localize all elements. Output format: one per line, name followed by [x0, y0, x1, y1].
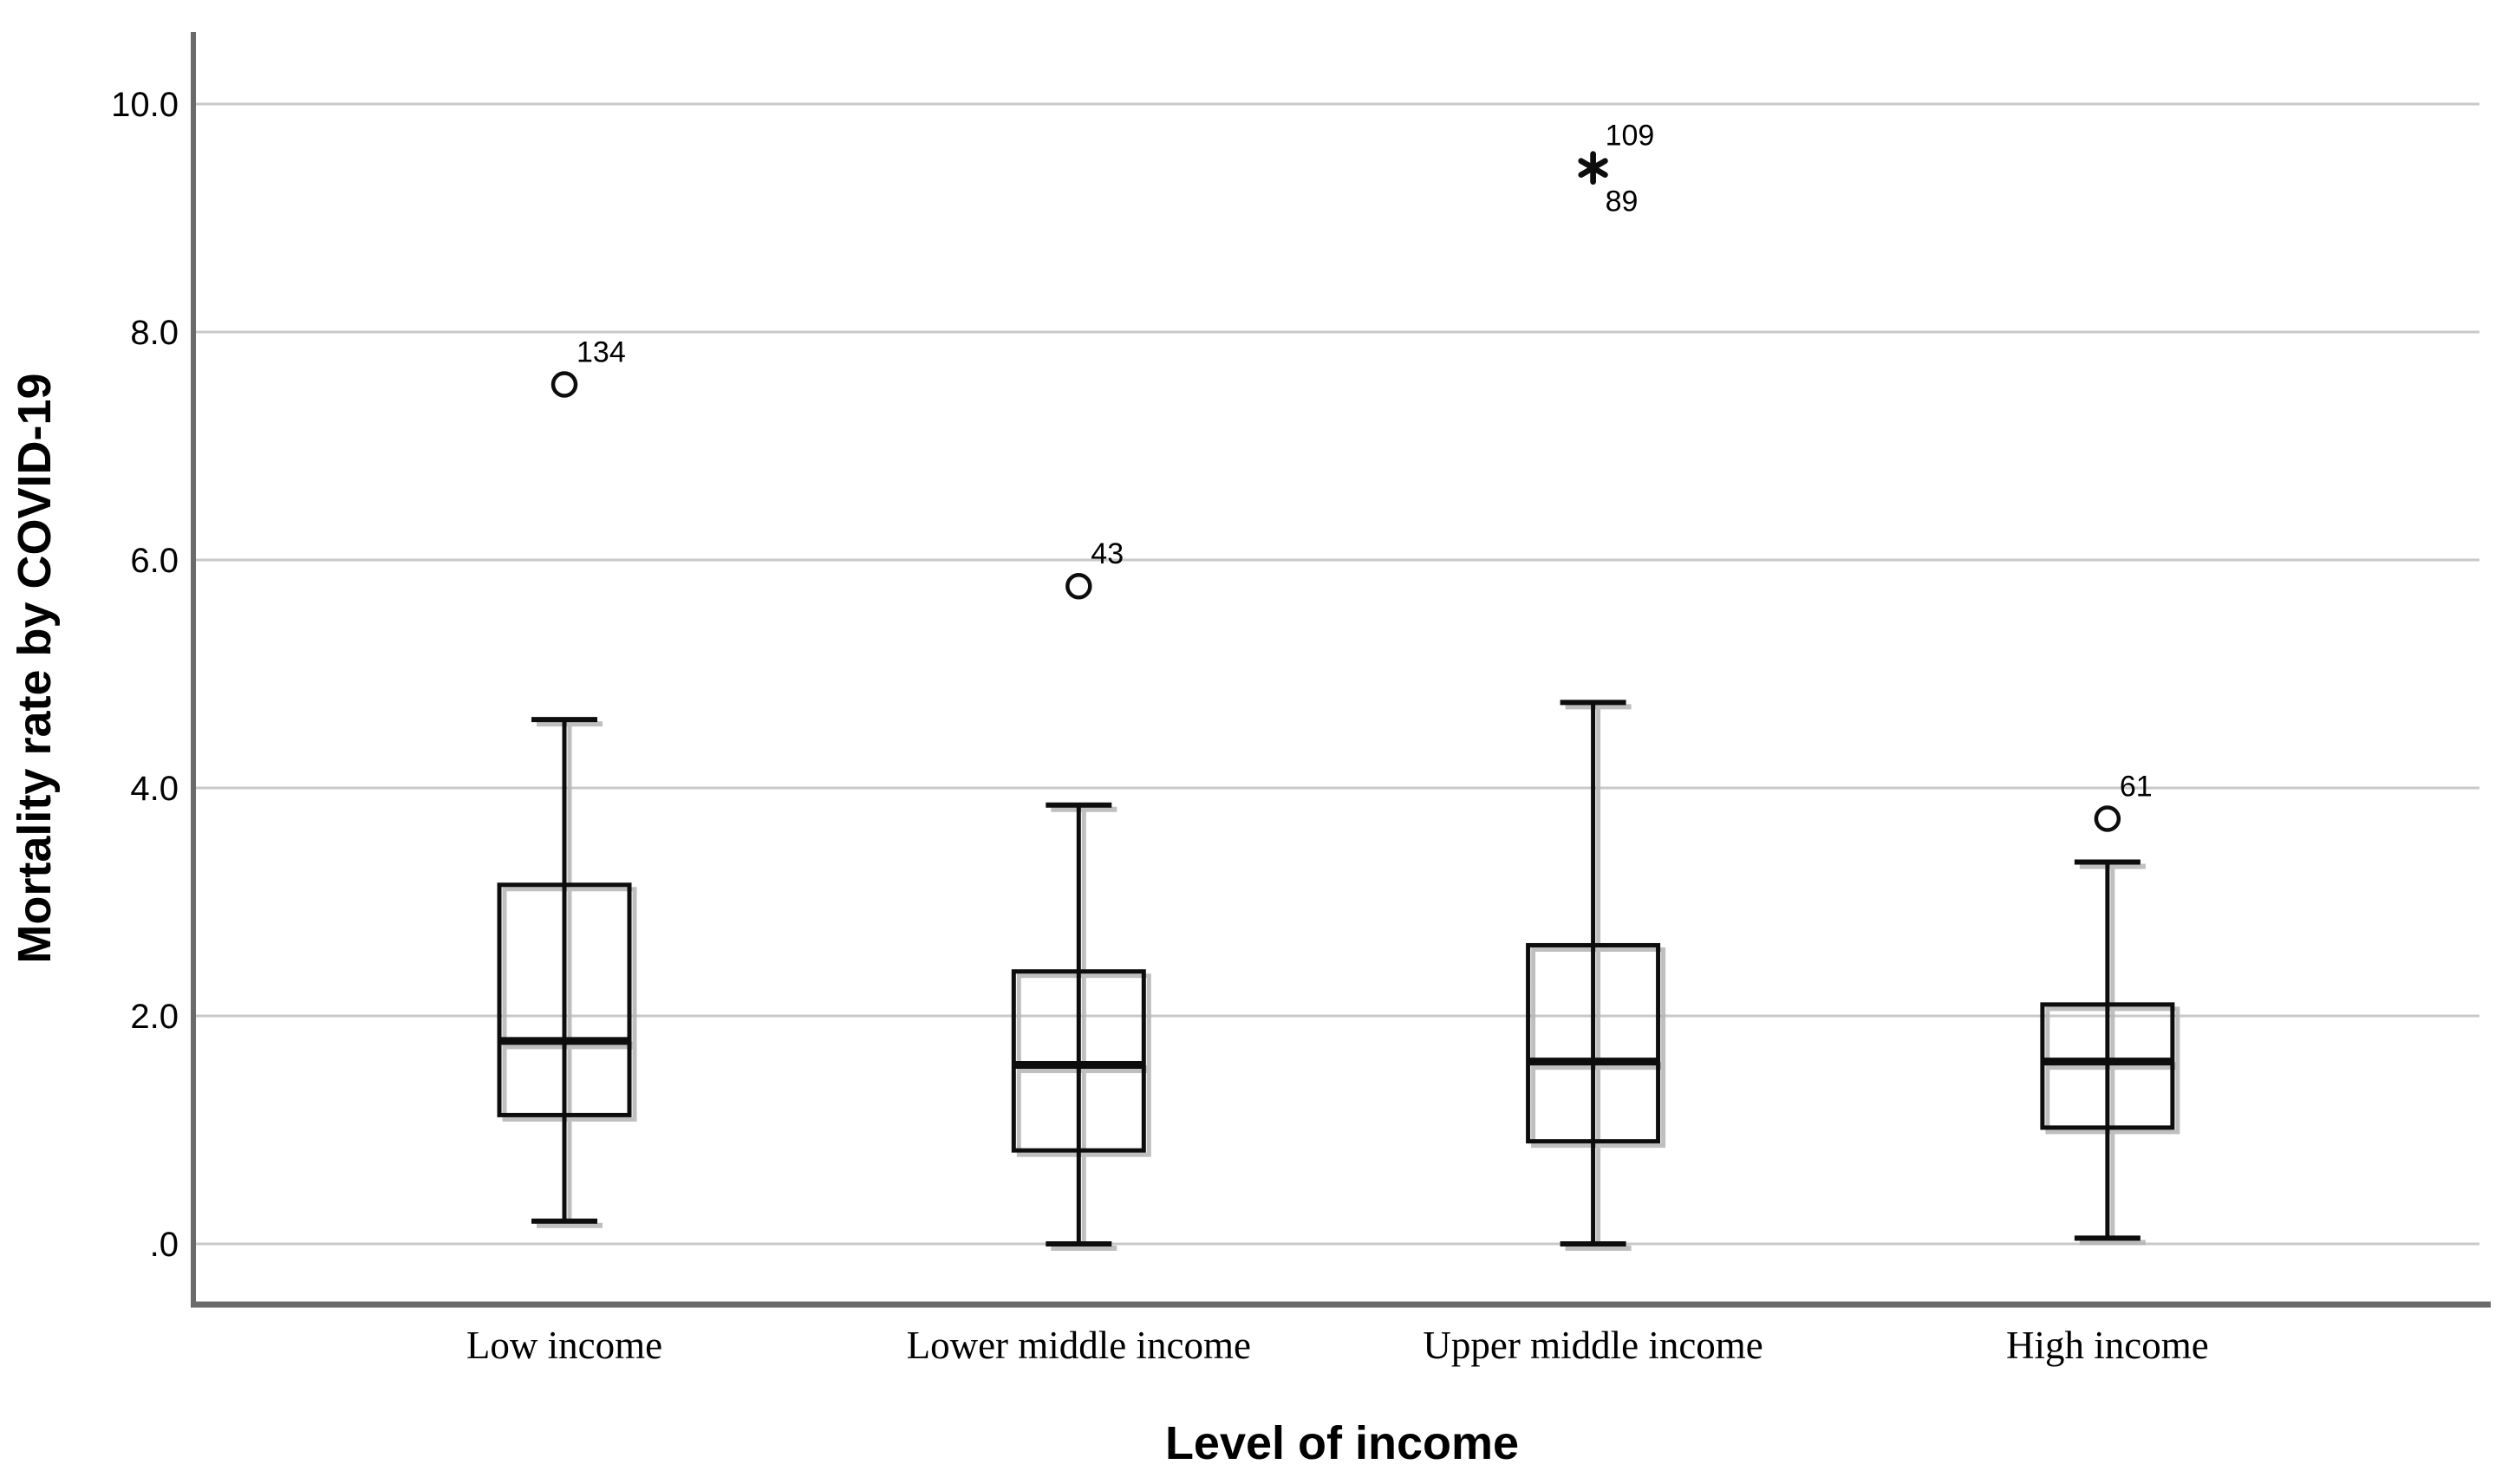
boxplot-low-income: [497, 371, 637, 1228]
box-shadow: [502, 721, 637, 1228]
box-main: [1011, 802, 1146, 1246]
box-main: [1526, 700, 1661, 1246]
y-tick-label-4-0: 4.0: [130, 770, 179, 808]
iqr-box: [2045, 1006, 2180, 1135]
y-tick-label--0: .0: [150, 1226, 179, 1264]
iqr-box: [1011, 969, 1146, 1153]
iqr-box: [1526, 942, 1661, 1144]
iqr-box: [1531, 947, 1666, 1149]
boxplot-upper-middle-income: [1526, 151, 1666, 1251]
outlier-label-43: 43: [1091, 537, 1124, 570]
x-axis-title: Level of income: [1165, 1417, 1519, 1469]
iqr-box: [2040, 1002, 2175, 1130]
outlier-label-109: 109: [1606, 120, 1655, 153]
box-shadow: [2045, 863, 2180, 1246]
iqr-box: [497, 882, 632, 1117]
category-label-upper-middle-income: Upper middle income: [1423, 1324, 1762, 1367]
outlier-circle-43: [1065, 572, 1092, 600]
y-tick-label-6-0: 6.0: [130, 542, 179, 580]
outlier-circle-61: [2094, 805, 2121, 832]
outlier-circle-134: [551, 371, 578, 398]
box-main: [497, 717, 632, 1224]
outlier-asterisk-89: [1578, 151, 1608, 185]
box-main: [2040, 859, 2175, 1241]
y-tick-label-10-0: 10.0: [111, 86, 179, 124]
box-shadow: [1016, 806, 1151, 1251]
category-label-high-income: High income: [2006, 1324, 2209, 1367]
outlier-label-134: 134: [577, 335, 626, 368]
category-label-low-income: Low income: [466, 1324, 662, 1367]
chart-plot-area: .0 2.0 4.0 6.0 8.0 10.0 Low income 134 Lower mid…: [111, 32, 2491, 1367]
y-tick-label-2-0: 2.0: [130, 998, 179, 1036]
box-shadow: [1531, 704, 1666, 1251]
outlier-label-89: 89: [1606, 186, 1639, 218]
y-axis-title: Mortality rate by COVID-19: [9, 373, 61, 963]
y-tick-label-8-0: 8.0: [130, 314, 179, 352]
outlier-label-61: 61: [2120, 771, 2153, 804]
boxplot-lower-middle-income: [1011, 572, 1151, 1251]
category-label-lower-middle-income: Lower middle income: [907, 1324, 1251, 1367]
boxplot-high-income: [2040, 805, 2180, 1246]
iqr-box: [502, 887, 637, 1122]
